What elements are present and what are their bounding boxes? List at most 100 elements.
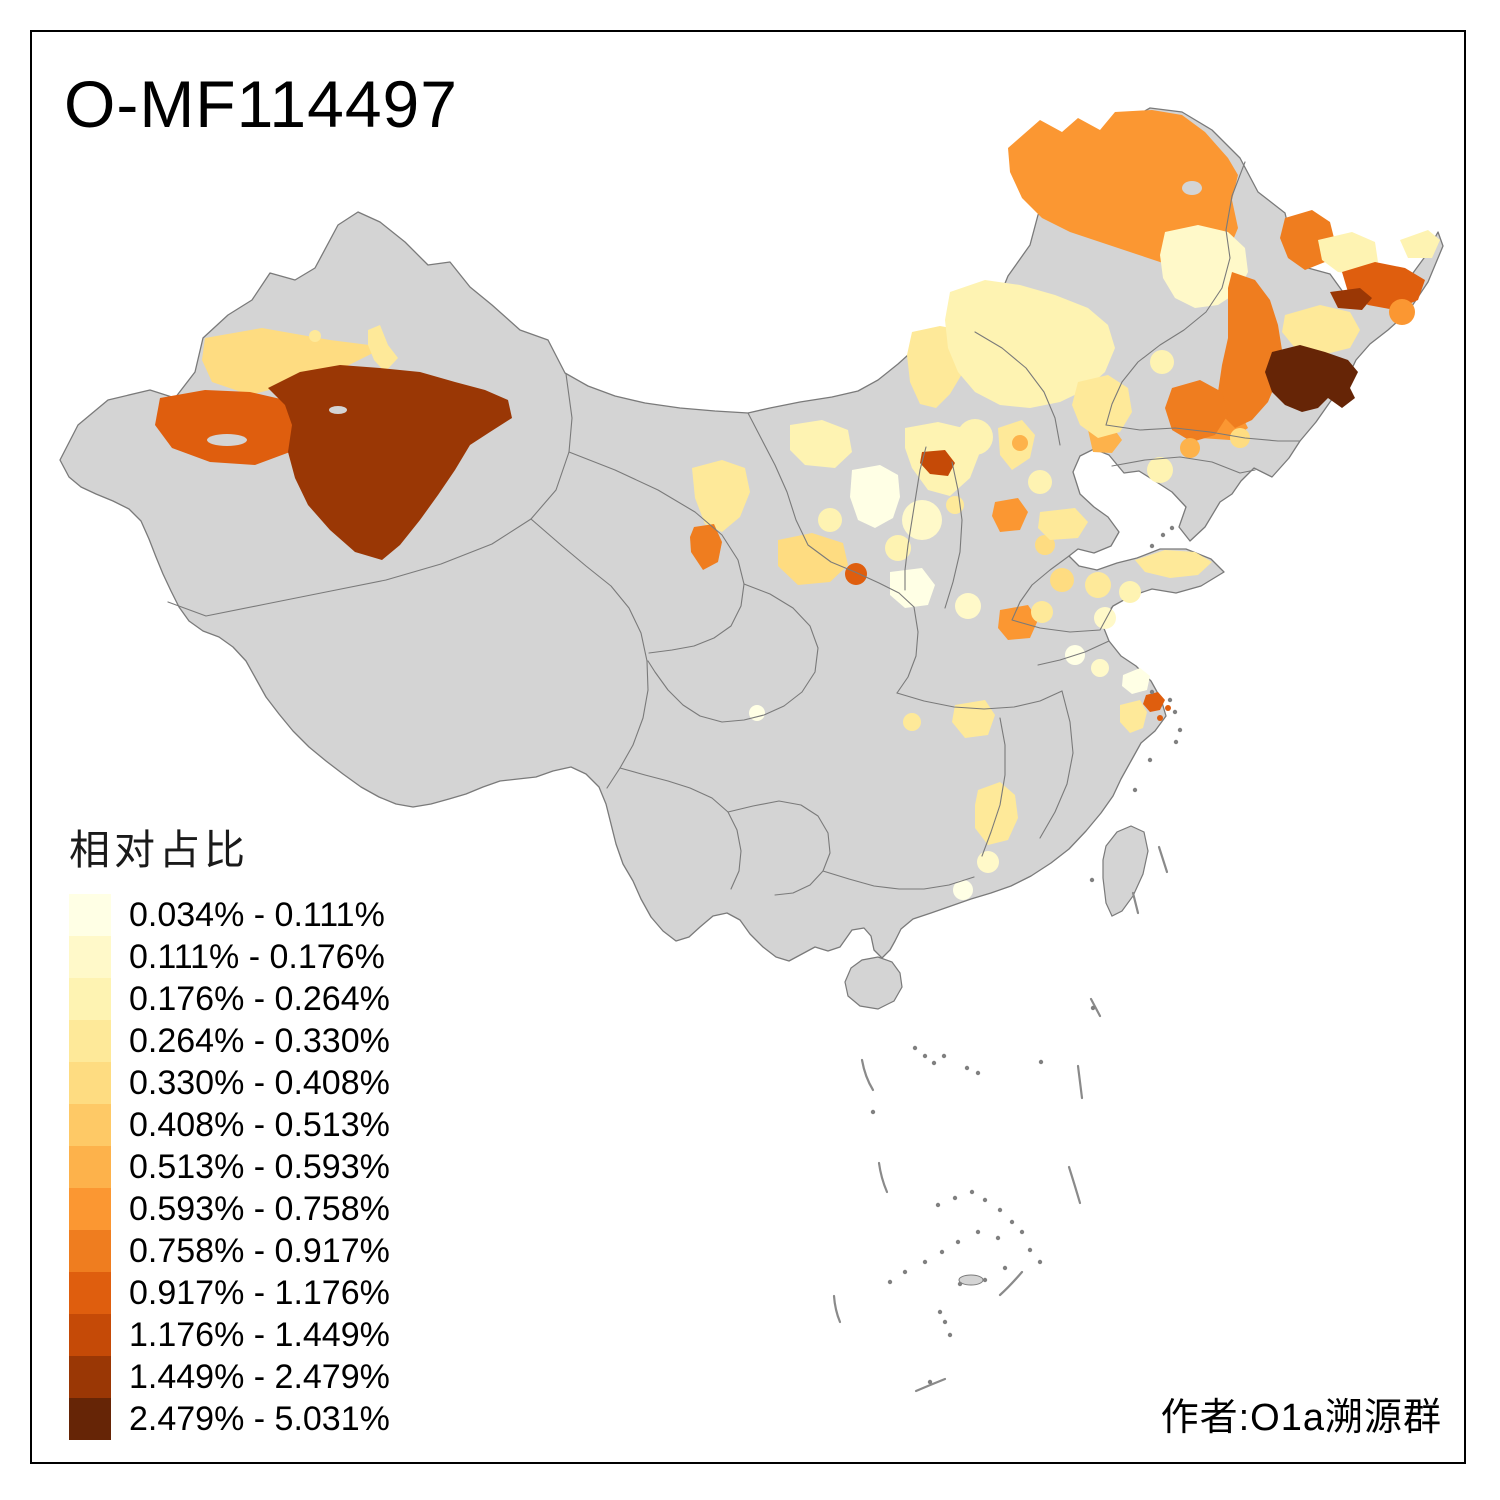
map-region-yantai-coast (1135, 550, 1212, 578)
island-speck (982, 1197, 988, 1203)
map-region-mudanjiang-north-pale (1282, 305, 1360, 355)
island-speck (927, 1379, 933, 1385)
island-speck (1173, 739, 1179, 745)
map-region-shanxi-white (890, 568, 935, 608)
legend-label: 0.111% - 0.176% (129, 937, 385, 976)
province-border (974, 331, 1061, 446)
island-speck (912, 1045, 918, 1051)
legend-items: 0.034% - 0.111% 0.111% - 0.176% 0.176% - 0… (69, 894, 390, 1440)
nine-dash-line-layer (832, 845, 1169, 1393)
island-speck (935, 1202, 941, 1208)
legend-swatch (69, 1062, 111, 1104)
legend-swatch (69, 1398, 111, 1440)
legend-swatch (69, 1230, 111, 1272)
legend-swatch (69, 1146, 111, 1188)
map-region-shanxi-mid-cream (885, 535, 911, 561)
region-hole (1182, 181, 1202, 195)
region-hole (207, 434, 247, 446)
map-region-baotou-city (920, 450, 955, 476)
map-region-ningxia-north (690, 524, 722, 570)
map-region-sichuan-tiny-pale (749, 705, 765, 721)
province-border (648, 583, 745, 654)
map-region-yichun-pale (1318, 232, 1378, 275)
legend-item: 0.034% - 0.111% (69, 894, 390, 936)
map-region-liaoyuan (1180, 438, 1200, 458)
province-border (1111, 456, 1256, 474)
legend-label: 0.758% - 0.917% (129, 1231, 390, 1270)
island-speck (937, 1309, 943, 1315)
island-speck (941, 1053, 947, 1059)
legend-item: 0.111% - 0.176% (69, 936, 390, 978)
legend-item: 2.479% - 5.031% (69, 1398, 390, 1440)
map-region-luoyang-orange (998, 605, 1038, 640)
island-speck (922, 1259, 928, 1265)
island-speck (1172, 709, 1178, 715)
island-speck (1019, 1229, 1025, 1235)
map-region-shanxi-north-pale (902, 500, 942, 540)
legend-swatch (69, 1188, 111, 1230)
map-region-qiqihar-pale (1160, 225, 1248, 308)
island-speck (1132, 787, 1138, 793)
map-region-linyi-pale (1094, 607, 1116, 629)
legend-item: 0.408% - 0.513% (69, 1104, 390, 1146)
island-speck (870, 1109, 876, 1115)
legend-item: 0.176% - 0.264% (69, 978, 390, 1020)
legend-item: 0.758% - 0.917% (69, 1230, 390, 1272)
island-speck (955, 1239, 961, 1245)
hainan-island (844, 956, 903, 1010)
island-speck (931, 1060, 937, 1066)
map-region-bayannur-west (692, 460, 750, 532)
map-region-zhengzhou-gold (1031, 601, 1053, 623)
province-border (747, 412, 915, 608)
legend-swatch (69, 936, 111, 978)
nine-dash-segment (914, 1377, 947, 1393)
map-region-hubei-pale-2 (1091, 659, 1109, 677)
island-speck (1167, 697, 1173, 703)
map-region-kashgar (155, 390, 295, 465)
island-speck (1149, 689, 1155, 695)
map-region-harbin-strip (1218, 272, 1282, 428)
province-border (1011, 555, 1114, 633)
island-speck (975, 1070, 981, 1076)
legend-swatch (69, 1314, 111, 1356)
island-speck (1169, 525, 1175, 531)
legend-label: 1.176% - 1.449% (129, 1315, 390, 1354)
legend-swatch (69, 1272, 111, 1314)
province-border (727, 800, 831, 896)
nine-dash-segment (998, 1270, 1024, 1297)
legend-title: 相对占比 (69, 827, 249, 873)
small-islands-layer (870, 525, 1183, 1385)
island-speck (975, 1229, 981, 1235)
legend-item: 0.917% - 1.176% (69, 1272, 390, 1314)
island-speck (1038, 1059, 1044, 1065)
map-region-ulanqab-pale (790, 420, 852, 468)
map-region-urumqi-changji (368, 325, 398, 372)
province-border (619, 767, 742, 890)
map-region-ordos-west (778, 533, 848, 585)
legend-item: 0.264% - 0.330% (69, 1020, 390, 1062)
map-region-shuangyashan-dark (1330, 288, 1372, 310)
map-region-zhangjiakou-pale (957, 419, 993, 455)
map-region-wuhai (818, 508, 842, 532)
islands-layer (844, 825, 1149, 1286)
region-hole (329, 406, 347, 414)
legend-label: 0.330% - 0.408% (129, 1063, 390, 1102)
island-speck (957, 1281, 963, 1287)
island-speck (952, 1195, 958, 1201)
map-region-xilingol-pale (945, 280, 1115, 408)
region-holes-layer (207, 181, 1202, 446)
map-region-zhoushan-orange (1143, 692, 1165, 712)
province-border (822, 870, 975, 890)
map-region-lvliang-small (845, 563, 867, 585)
map-region-liaoyang-pale (1147, 457, 1173, 483)
province-border (530, 518, 649, 789)
legend-swatch (69, 1104, 111, 1146)
province-borders-layer (167, 161, 1301, 896)
province-border (568, 451, 745, 585)
province-border (1105, 424, 1301, 442)
legend-swatch (69, 1356, 111, 1398)
nine-dash-segment (1076, 1064, 1084, 1100)
island-speck (942, 1319, 948, 1325)
island-speck (1009, 1219, 1015, 1225)
legend-swatch (69, 978, 111, 1020)
